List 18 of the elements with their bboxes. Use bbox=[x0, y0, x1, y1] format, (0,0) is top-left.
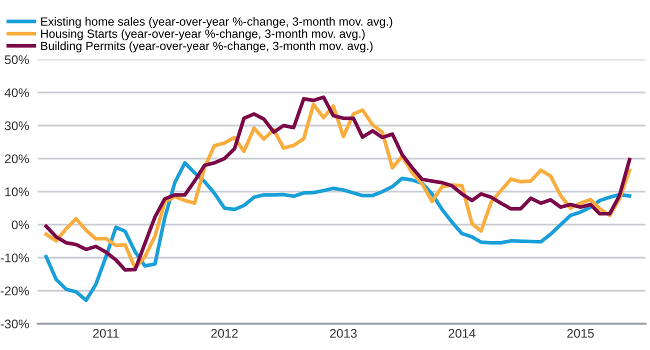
y-tick-label: 40% bbox=[4, 88, 29, 98]
y-tick-label: -20% bbox=[0, 286, 29, 296]
y-tick-label: 30% bbox=[4, 121, 29, 130]
x-tick-label: 2013 bbox=[330, 328, 357, 338]
x-tick-label: 2014 bbox=[448, 328, 476, 338]
x-tick-label: 2011 bbox=[93, 328, 119, 338]
x-tick-label: 2012 bbox=[211, 328, 238, 338]
y-tick-label: -10% bbox=[0, 253, 29, 262]
y-tick-label: 50% bbox=[4, 55, 29, 64]
legend-label: Existing home sales (year-over-year %-change, 3-month mov. avg.) bbox=[41, 17, 392, 28]
y-tick-label: 0% bbox=[12, 220, 29, 230]
y-tick-label: 10% bbox=[5, 187, 29, 196]
legend-label: Building Permits (year-over-year %-change, 3-month mov. avg.) bbox=[41, 41, 373, 52]
y-tick-label: -30% bbox=[0, 320, 29, 328]
x-tick-label: 2015 bbox=[567, 328, 594, 338]
legend-label: Housing Starts (year-over-year %-change, 3-month mov. avg.) bbox=[41, 29, 365, 40]
line-series bbox=[44, 161, 632, 302]
y-tick-label: 20% bbox=[4, 154, 29, 164]
